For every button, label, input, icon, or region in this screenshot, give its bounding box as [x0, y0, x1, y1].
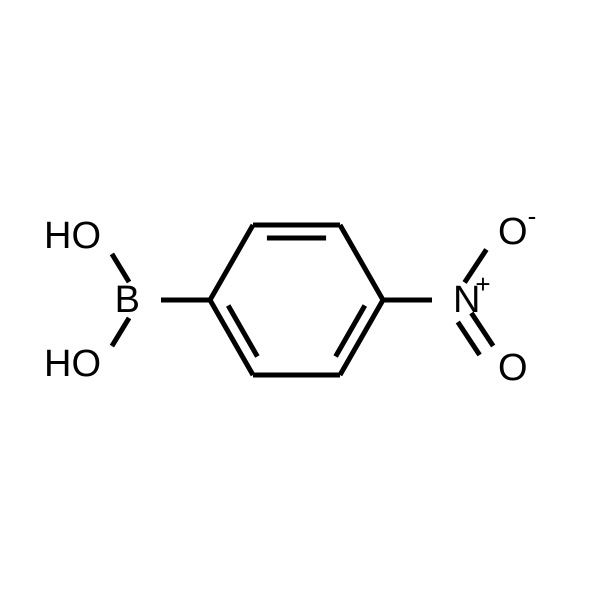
bond-line — [228, 306, 257, 357]
charge-N: + — [475, 269, 490, 299]
charge-O3: - — [528, 201, 537, 231]
molecule-diagram: BHOHON+O-O — [0, 0, 600, 600]
bond-line — [112, 254, 129, 282]
bond-line — [336, 306, 365, 357]
atom-O2: HO — [44, 343, 101, 385]
bond-line — [340, 225, 383, 300]
atom-O3: O — [498, 211, 528, 253]
atom-O4: O — [498, 347, 528, 389]
bond-line — [112, 318, 129, 346]
atom-B: B — [115, 279, 140, 321]
bond-line — [458, 322, 480, 355]
atom-O1: HO — [44, 215, 101, 257]
bond-line — [210, 225, 253, 300]
